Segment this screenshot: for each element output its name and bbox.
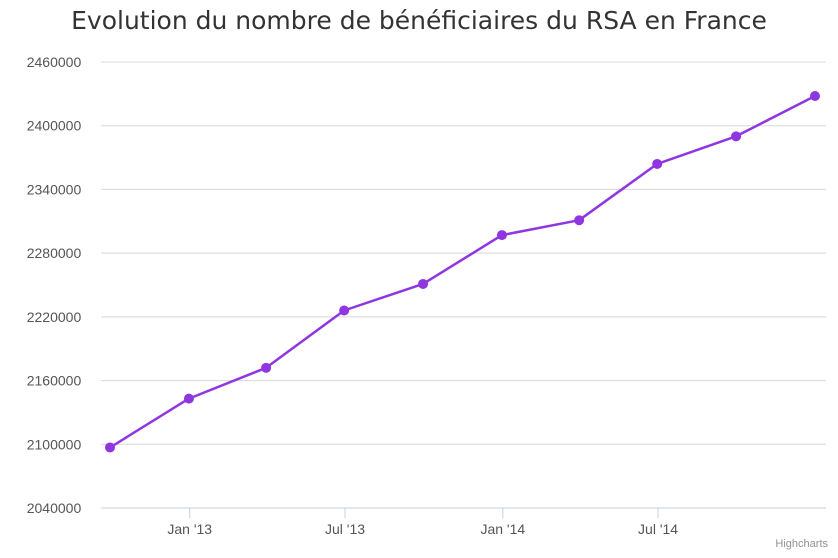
y-tick-label: 2400000: [27, 118, 82, 134]
data-point[interactable]: [652, 158, 663, 169]
data-point[interactable]: [261, 362, 272, 373]
y-tick-label: 2340000: [27, 181, 82, 197]
credits-link[interactable]: Highcharts: [775, 538, 828, 550]
grid-lines: [101, 61, 826, 445]
x-tick-label: Jul '14: [638, 521, 678, 537]
x-tick-label: Jan '13: [167, 521, 212, 537]
y-tick-label: 2220000: [27, 309, 82, 325]
series-line: [109, 94, 816, 449]
axes: [101, 507, 826, 518]
y-tick-label: 2040000: [27, 500, 82, 516]
chart-title: Evolution du nombre de bénéficiaires du …: [71, 6, 767, 35]
data-point[interactable]: [731, 131, 742, 142]
data-point[interactable]: [105, 442, 115, 453]
data-point[interactable]: [496, 230, 507, 241]
x-tick-label: Jan '14: [480, 521, 525, 537]
y-tick-label: 2460000: [27, 54, 82, 70]
data-point[interactable]: [810, 90, 820, 101]
series: [105, 90, 820, 453]
y-tick-label: 2160000: [27, 373, 82, 389]
data-point[interactable]: [339, 305, 350, 316]
x-axis-labels: Jan '13 Jul '13 Jan '14 Jul '14: [167, 521, 678, 537]
data-point[interactable]: [574, 215, 585, 226]
x-tick-label: Jul '13: [325, 521, 365, 537]
y-tick-label: 2280000: [27, 245, 82, 261]
y-tick-label: 2100000: [27, 436, 82, 452]
y-axis-labels: 2460000 2400000 2340000 2280000 2220000 21600…: [27, 54, 82, 516]
data-point[interactable]: [418, 278, 429, 289]
data-point[interactable]: [183, 393, 194, 404]
